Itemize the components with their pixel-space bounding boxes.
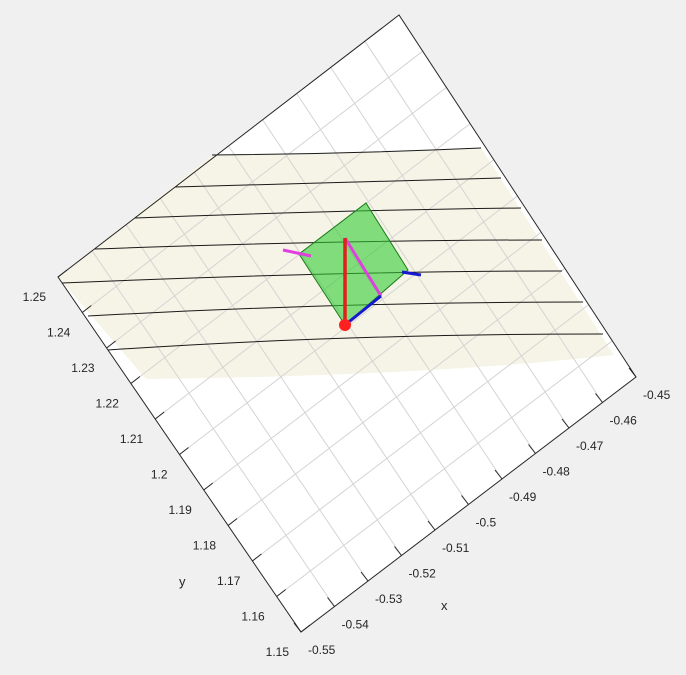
y-tick-mark [252, 553, 262, 562]
x-tick-mark [561, 418, 570, 429]
grid-line-x [262, 119, 503, 480]
y-tick-label: 1.2 [151, 468, 168, 482]
contour-line [174, 177, 502, 188]
tangent-plane [298, 202, 409, 326]
vector-magenta-arm [282, 248, 312, 258]
y-tick-mark [227, 518, 238, 526]
grid-line-y [106, 87, 447, 349]
vector-magenta [343, 237, 383, 297]
y-tick-mark [203, 482, 214, 491]
x-tick-mark [528, 444, 536, 454]
grid-line-y [81, 50, 424, 313]
y-tick-label: 1.23 [71, 361, 95, 375]
y-tick-mark [57, 269, 68, 278]
x-tick-label: -0.55 [308, 643, 336, 657]
y-tick-label: 1.15 [266, 645, 290, 659]
x-tick-mark [461, 495, 469, 505]
x-tick-label: -0.45 [643, 388, 671, 402]
x-tick-label: -0.46 [610, 414, 638, 428]
y-axis-label: y [179, 574, 186, 589]
x-tick-label: -0.5 [476, 516, 497, 530]
x-tick-label: -0.52 [409, 567, 437, 581]
x-tick-mark [628, 367, 637, 378]
x-tick-mark [494, 469, 503, 480]
contour-line [107, 333, 604, 351]
x-tick-label: -0.54 [342, 618, 370, 632]
x-tick-label: -0.49 [509, 490, 537, 504]
y-tick-mark [179, 447, 189, 455]
grid-lines [81, 40, 613, 607]
vector-blue-arm [401, 270, 422, 277]
y-tick-label: 1.18 [193, 539, 217, 553]
contour-line [134, 207, 522, 219]
y-tick-mark [106, 340, 116, 349]
vector-blue [344, 294, 382, 327]
grid-line-x [364, 40, 603, 403]
y-tick-mark [130, 376, 141, 384]
y-tick-mark [300, 624, 311, 633]
x-tick-label: -0.47 [576, 439, 604, 453]
y-tick-label: 1.16 [241, 610, 265, 624]
x-tick-mark [293, 622, 302, 633]
y-tick-mark [154, 411, 165, 420]
x-tick-mark [327, 597, 335, 607]
x-tick-mark [595, 393, 603, 403]
contour-line [211, 147, 482, 156]
base-point[interactable] [339, 319, 351, 331]
x-tick-mark [427, 520, 436, 531]
x-tick-labels: -0.55-0.54-0.53-0.52-0.51-0.5-0.49-0.48-… [308, 388, 671, 657]
x-tick-mark [360, 571, 369, 582]
y-tick-label: 1.22 [96, 397, 120, 411]
grid-line-x [330, 67, 570, 429]
x-axis-label: x [441, 598, 448, 613]
y-tick-mark [81, 305, 92, 313]
y-tick-label: 1.24 [47, 326, 71, 340]
x-tick-label: -0.48 [543, 465, 571, 479]
y-tick-label: 1.21 [120, 432, 144, 446]
axis-ticks [57, 269, 637, 633]
y-tick-label: 1.25 [23, 290, 47, 304]
x-tick-mark [394, 546, 402, 556]
y-tick-labels: 1.15 1.16 1.17 1.18 1.19 1.2 1.21 1.22 1.23 1.24 1… [23, 290, 290, 659]
y-tick-mark [276, 589, 287, 597]
y-tick-label: 1.17 [217, 574, 241, 588]
x-tick-label: -0.53 [375, 592, 403, 606]
x-tick-label: -0.51 [442, 541, 470, 555]
y-tick-label: 1.19 [168, 503, 192, 517]
